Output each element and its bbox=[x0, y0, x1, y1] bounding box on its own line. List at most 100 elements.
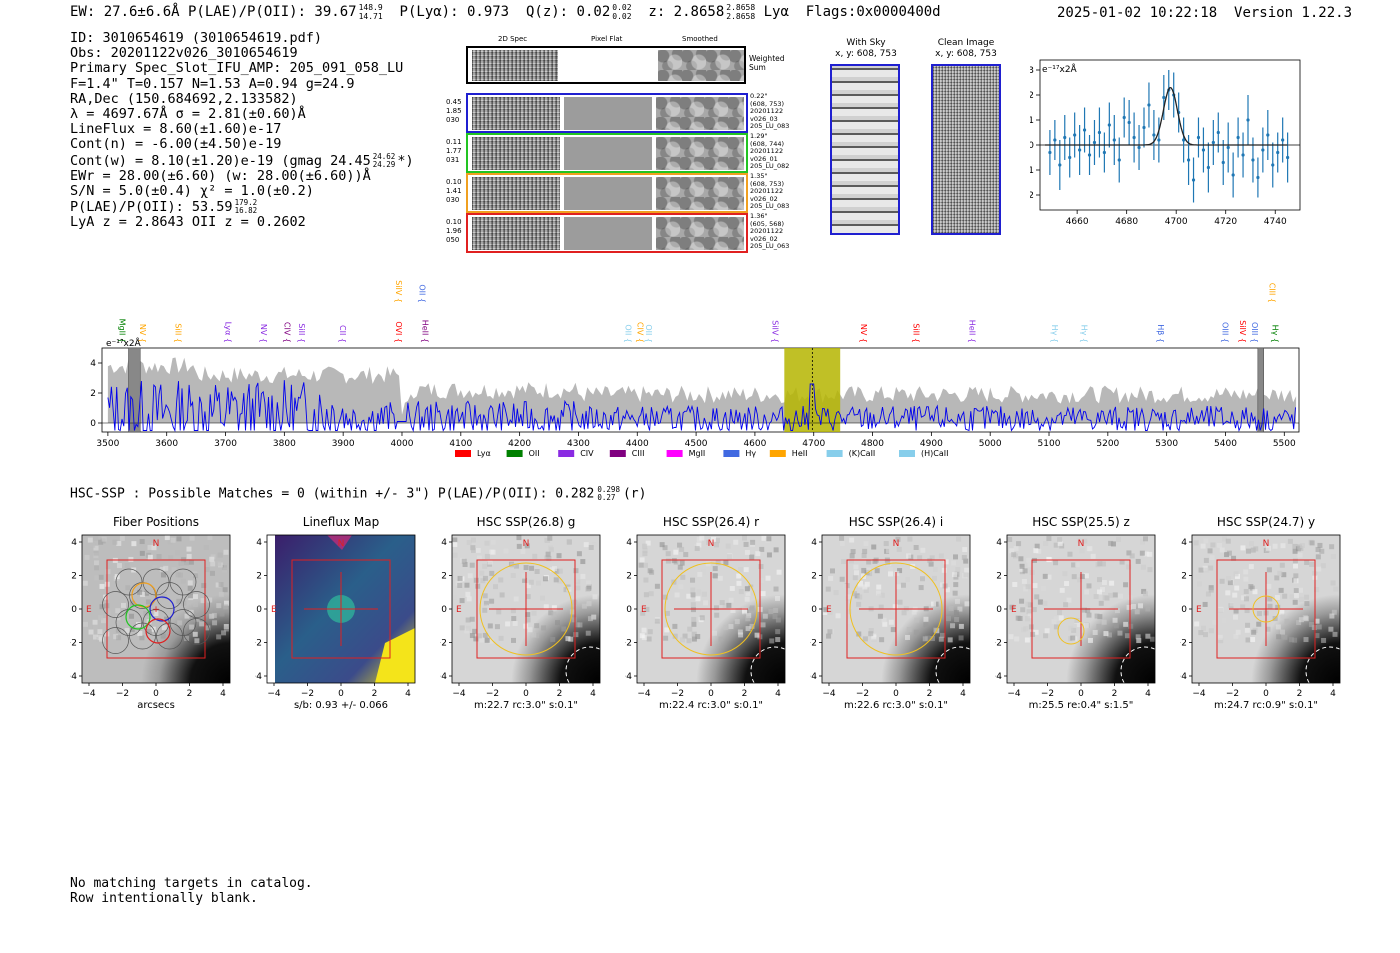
noise-pixel bbox=[1202, 601, 1208, 607]
footer-line2: Row intentionally blank. bbox=[70, 891, 258, 906]
noise-pixel bbox=[883, 541, 889, 547]
noise-pixel bbox=[551, 611, 557, 617]
line-fit-frame bbox=[1039, 59, 1301, 211]
cutout-smoothed bbox=[656, 97, 744, 130]
data-point bbox=[1078, 148, 1082, 152]
noise-pixel bbox=[1280, 613, 1286, 619]
noise-pixel bbox=[673, 549, 679, 555]
noise-pixel bbox=[664, 627, 670, 633]
noise-pixel bbox=[489, 598, 495, 604]
noise-pixel bbox=[768, 608, 774, 614]
x-tick-label: 4400 bbox=[626, 439, 649, 449]
noise-pixel bbox=[827, 629, 833, 635]
noise-pixel bbox=[862, 636, 868, 642]
data-point bbox=[1132, 135, 1136, 140]
cutout-right-value: 20201122 bbox=[750, 187, 784, 195]
noise-pixel bbox=[849, 537, 855, 543]
noise-pixel bbox=[1205, 591, 1211, 597]
noise-pixel bbox=[749, 623, 755, 629]
emission-line-label: CIV { bbox=[282, 322, 291, 343]
noise-pixel bbox=[517, 579, 523, 585]
noise-pixel bbox=[499, 592, 505, 598]
noise-pixel bbox=[457, 582, 463, 588]
noise-pixel bbox=[719, 600, 725, 606]
noise-pixel bbox=[583, 542, 589, 548]
cutout-right-value: 1.36" bbox=[750, 212, 768, 220]
data-point bbox=[1102, 150, 1106, 155]
noise-pixel bbox=[1304, 560, 1310, 566]
noise-pixel bbox=[868, 631, 874, 637]
noise-pixel bbox=[223, 563, 229, 569]
noise-pixel bbox=[827, 609, 833, 615]
noise-pixel bbox=[192, 594, 198, 600]
cutout-row-right-info: 1.29" (608, 744) 20201122 v026_01 205_LU_082 bbox=[750, 132, 810, 171]
noise-pixel bbox=[1027, 562, 1033, 568]
noise-pixel bbox=[222, 567, 228, 573]
noise-pixel bbox=[1059, 543, 1065, 549]
noise-pixel bbox=[1292, 599, 1298, 605]
noise-pixel bbox=[1233, 633, 1239, 639]
legend-label: CIV bbox=[580, 449, 594, 458]
noise-pixel bbox=[1138, 603, 1144, 609]
noise-pixel bbox=[93, 560, 99, 566]
noise-pixel bbox=[1225, 576, 1231, 582]
hsc-summary-sub: 0.27 bbox=[597, 493, 616, 502]
noise-pixel bbox=[193, 602, 199, 608]
noise-pixel bbox=[872, 558, 878, 564]
noise-pixel bbox=[217, 552, 223, 558]
header-plae-sup: 148.9 bbox=[358, 3, 383, 12]
noise-pixel bbox=[101, 536, 107, 542]
noise-pixel bbox=[459, 598, 465, 604]
noise-pixel bbox=[1086, 546, 1092, 552]
y-tick-label: 2 bbox=[811, 572, 817, 582]
noise-pixel bbox=[544, 537, 550, 543]
emission-line-label: SiIV { bbox=[771, 320, 780, 343]
hsc-panel: HSC SSP(25.5) z −4 −4 −2 −2 0 0 2 2 4 4 N Em:25.5 re… bbox=[995, 515, 1170, 711]
noise-pixel bbox=[482, 632, 488, 638]
noise-pixel bbox=[209, 556, 215, 562]
noise-pixel bbox=[723, 560, 729, 566]
noise-pixel bbox=[128, 556, 134, 562]
noise-pixel bbox=[466, 596, 472, 602]
noise-pixel bbox=[160, 633, 166, 639]
hsc-panel: HSC SSP(26.8) g −4 −4 −2 −2 0 0 2 2 4 4 N Em:22.7 rc… bbox=[440, 515, 615, 711]
noise-pixel bbox=[1011, 552, 1017, 558]
noise-pixel bbox=[1020, 607, 1026, 613]
data-point bbox=[1142, 125, 1146, 130]
noise-pixel bbox=[563, 587, 569, 593]
neighbor-aperture bbox=[1120, 646, 1170, 696]
noise-pixel bbox=[1303, 637, 1309, 643]
cutout-smoothed bbox=[656, 177, 744, 210]
noise-pixel bbox=[1297, 552, 1303, 558]
header-summary: EW: 27.6±6.6Å P(LAE)/P(OII): 39.67 148.9 1… bbox=[70, 3, 941, 21]
noise-pixel bbox=[577, 622, 583, 628]
cutout-row-left-values: 0.11 1.77 031 bbox=[446, 138, 466, 165]
noise-pixel bbox=[662, 594, 668, 600]
noise-pixel bbox=[1299, 543, 1305, 549]
data-point bbox=[1162, 95, 1166, 100]
noise-pixel bbox=[754, 632, 760, 638]
noise-pixel bbox=[888, 619, 894, 625]
noise-pixel bbox=[1053, 542, 1059, 548]
y-tick-label: −4 bbox=[810, 672, 817, 682]
noise-pixel bbox=[933, 627, 939, 633]
noise-pixel bbox=[962, 547, 968, 553]
legend-label: (K)CaII bbox=[849, 449, 876, 458]
noise-pixel bbox=[92, 619, 98, 625]
noise-pixel bbox=[748, 587, 754, 593]
noise-pixel bbox=[498, 635, 504, 641]
emission-line-label: OII { bbox=[624, 324, 633, 343]
noise-pixel bbox=[1265, 545, 1271, 551]
noise-pixel bbox=[1229, 601, 1235, 607]
noise-pixel bbox=[690, 602, 696, 608]
hsc-panel-title: Fiber Positions bbox=[113, 515, 199, 529]
noise-pixel bbox=[1279, 629, 1285, 635]
noise-pixel bbox=[139, 635, 145, 641]
noise-pixel bbox=[94, 575, 100, 581]
noise-pixel bbox=[1243, 576, 1249, 582]
cutout-right-value: v026_01 bbox=[750, 154, 778, 163]
noise-pixel bbox=[690, 577, 696, 583]
noise-pixel bbox=[1046, 556, 1052, 562]
noise-pixel bbox=[1256, 611, 1262, 617]
noise-pixel bbox=[1232, 592, 1238, 598]
